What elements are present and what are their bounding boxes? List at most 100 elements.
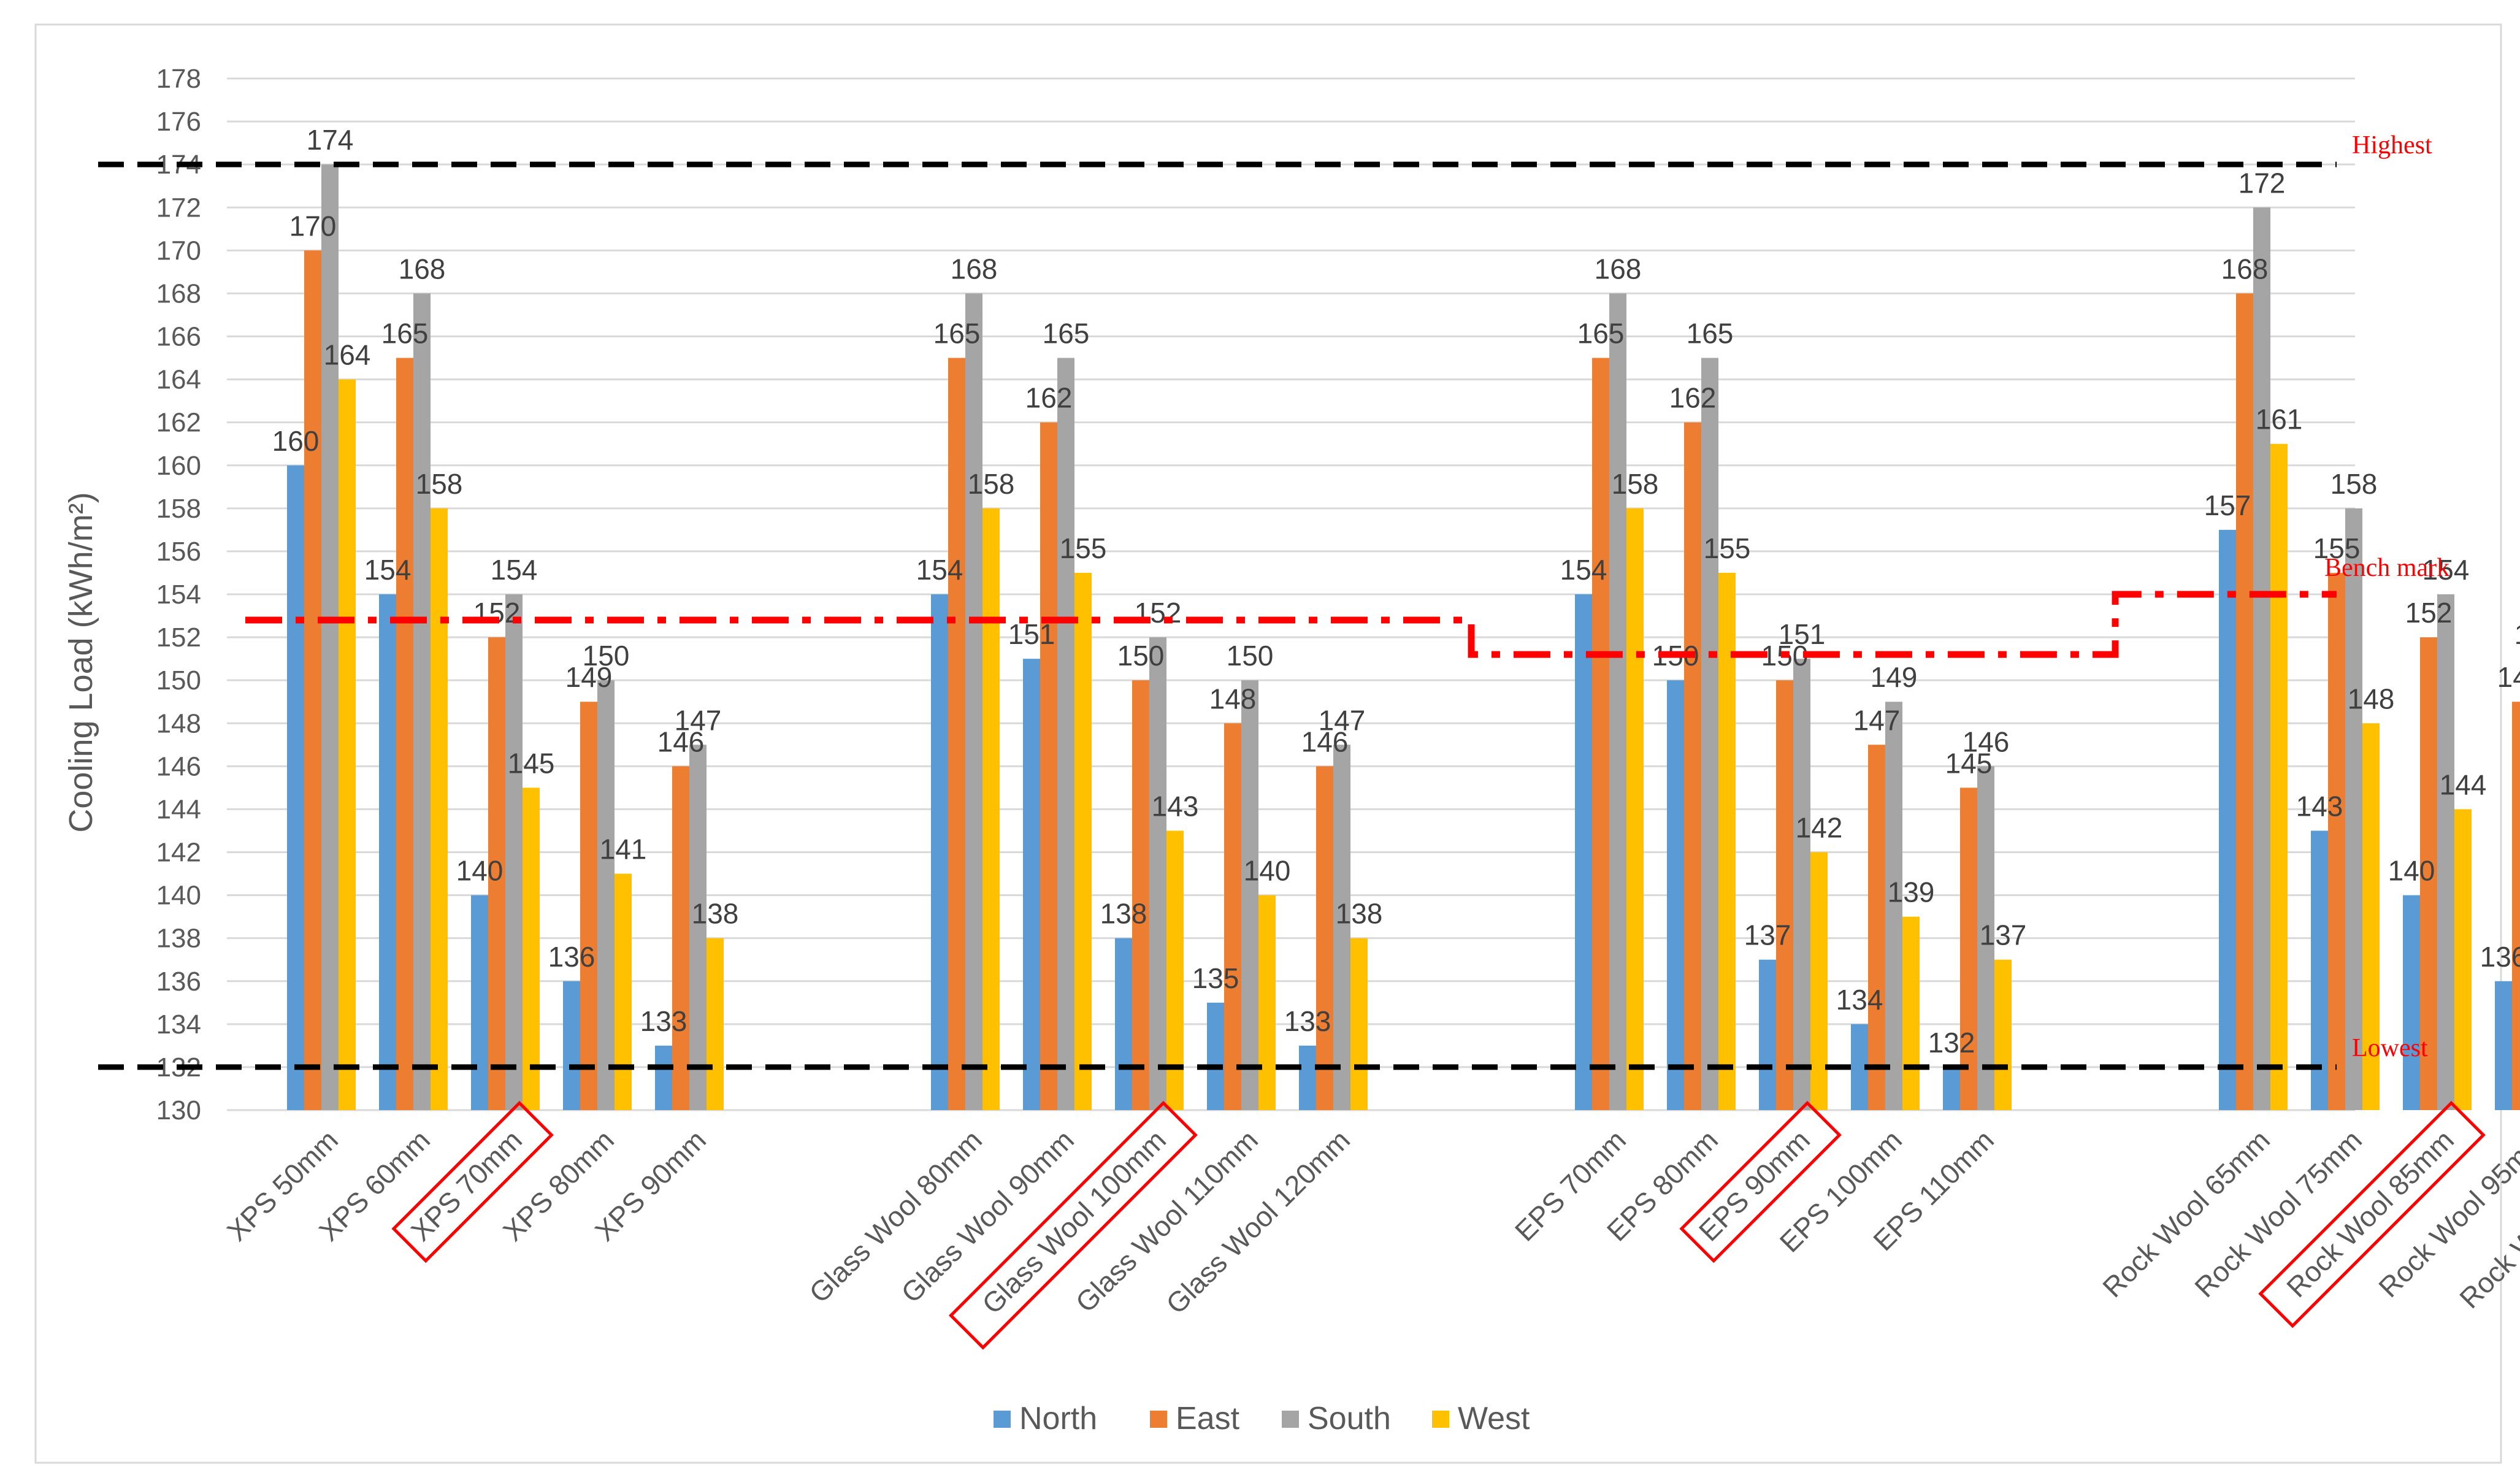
- bar-north: [1943, 1067, 1960, 1110]
- bar-east: [672, 766, 689, 1110]
- bar-east: [2420, 637, 2437, 1110]
- data-label: 148: [2348, 683, 2395, 715]
- bar-east: [2236, 293, 2253, 1111]
- data-label: 146: [1301, 726, 1349, 757]
- data-label: 151: [1779, 618, 1826, 650]
- bar-north: [1207, 1002, 1224, 1110]
- data-label: 157: [2204, 489, 2251, 521]
- data-label: 168: [2221, 253, 2269, 285]
- data-label: 151: [1008, 618, 1055, 650]
- bar-north: [931, 594, 948, 1110]
- data-label: 137: [1980, 919, 2027, 951]
- bars: [287, 164, 2520, 1111]
- bar-north: [379, 594, 396, 1110]
- y-tick-label: 160: [156, 451, 201, 481]
- bar-south: [2345, 508, 2362, 1110]
- data-label: 149: [565, 661, 613, 693]
- data-label: 158: [968, 468, 1015, 500]
- bar-south: [413, 293, 431, 1111]
- data-label: 158: [2330, 468, 2378, 500]
- bar-west: [1350, 938, 1368, 1110]
- y-tick-label: 146: [156, 751, 201, 781]
- y-tick-label: 144: [156, 794, 201, 824]
- highlight-box: [2258, 1100, 2486, 1328]
- bar-south: [1885, 702, 1902, 1110]
- bar-east: [948, 358, 965, 1110]
- highlight-box: [391, 1100, 554, 1263]
- data-label: 135: [1192, 962, 1239, 994]
- legend-label-west: West: [1458, 1401, 1530, 1436]
- data-label: 172: [2239, 167, 2286, 199]
- data-label: 155: [1704, 532, 1751, 564]
- data-label: 174: [307, 124, 354, 156]
- y-tick-label: 154: [156, 580, 201, 610]
- bar-west: [1718, 572, 1736, 1110]
- bar-east: [1592, 358, 1609, 1110]
- data-label: 164: [324, 339, 371, 371]
- bar-north: [2495, 981, 2512, 1110]
- data-label: 151: [2514, 618, 2520, 650]
- bar-east: [1040, 422, 1057, 1110]
- bar-west: [707, 938, 724, 1110]
- data-label: 161: [2256, 404, 2303, 435]
- bar-south: [689, 745, 707, 1110]
- data-label: 143: [1152, 790, 1199, 822]
- legend-label-north: North: [1019, 1401, 1097, 1436]
- data-label: 152: [1135, 597, 1182, 629]
- data-label: 140: [2388, 855, 2435, 887]
- bar-south: [321, 164, 339, 1111]
- data-label: 150: [1227, 640, 1274, 672]
- bar-north: [1575, 594, 1592, 1110]
- y-tick-label: 164: [156, 365, 201, 395]
- data-label: 133: [640, 1005, 687, 1037]
- bar-north: [1667, 680, 1684, 1110]
- bar-east: [1868, 745, 1885, 1110]
- data-label: 139: [1888, 876, 1935, 908]
- data-label: 133: [1284, 1005, 1331, 1037]
- data-label: 138: [1336, 898, 1383, 930]
- data-labels: 160 170 174 164 154 165 168 158 140 152 154 145 136 1…: [272, 124, 2520, 1059]
- data-label: 150: [583, 640, 630, 672]
- data-label: 165: [1687, 318, 1734, 350]
- bar-east: [304, 250, 321, 1110]
- y-tick-label: 172: [156, 193, 201, 223]
- bar-south: [1793, 659, 1810, 1110]
- bar-east: [1132, 680, 1149, 1110]
- bar-east: [396, 358, 413, 1110]
- data-label: 147: [675, 704, 722, 736]
- data-label: 146: [657, 726, 705, 757]
- data-label: 158: [1612, 468, 1659, 500]
- data-label: 134: [1836, 984, 1883, 1016]
- data-label: 162: [1025, 382, 1073, 414]
- bar-south: [597, 680, 615, 1110]
- bar-east: [2512, 702, 2520, 1110]
- y-tick-label: 140: [156, 881, 201, 911]
- y-tick-label: 142: [156, 838, 201, 868]
- bar-west: [1074, 572, 1092, 1110]
- data-label: 137: [1744, 919, 1791, 951]
- bar-south: [1333, 745, 1350, 1110]
- bar-west: [1166, 830, 1184, 1110]
- data-label: 168: [1595, 253, 1642, 285]
- data-label: 149: [2497, 661, 2520, 693]
- bar-north: [471, 895, 488, 1110]
- y-axis-label: Cooling Load (kWh/m²): [63, 492, 99, 832]
- legend-label-east: East: [1176, 1401, 1240, 1436]
- y-tick-label: 170: [156, 236, 201, 266]
- lowest-label: Lowest: [2352, 1034, 2428, 1062]
- legend-swatch-south: [1282, 1411, 1299, 1428]
- bar-west: [1902, 916, 1920, 1110]
- y-tick-label: 158: [156, 494, 201, 524]
- bar-west: [2270, 443, 2288, 1111]
- data-label: 158: [416, 468, 463, 500]
- bar-west: [982, 508, 1000, 1110]
- data-label: 162: [1669, 382, 1717, 414]
- bar-south: [505, 594, 523, 1110]
- y-axis-ticks: 1301321341361381401421441461481501521541…: [156, 64, 201, 1125]
- bar-east: [1684, 422, 1701, 1110]
- bar-east: [1316, 766, 1333, 1110]
- data-label: 154: [364, 554, 412, 586]
- bar-north: [1759, 959, 1776, 1110]
- data-label: 138: [692, 898, 739, 930]
